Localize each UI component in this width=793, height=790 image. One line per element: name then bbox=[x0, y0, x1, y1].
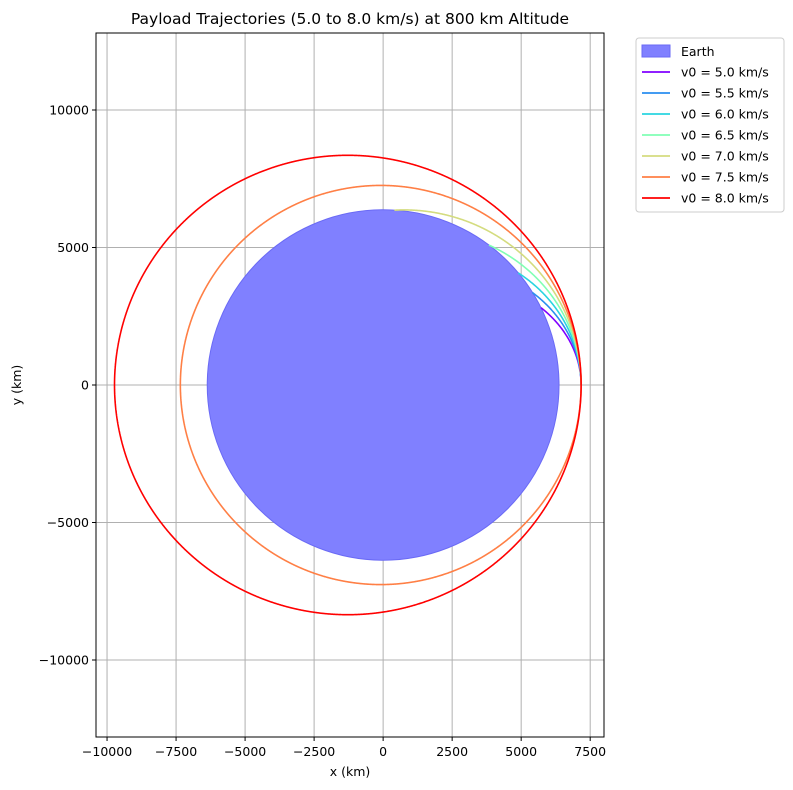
y-tick-label: 5000 bbox=[57, 240, 89, 255]
legend: Earth v0 = 5.0 km/s v0 = 5.5 km/s v0 = 6.0… bbox=[635, 37, 785, 213]
x-tick-label: 5000 bbox=[505, 744, 537, 759]
chart-title: Payload Trajectories (5.0 to 8.0 km/s) a… bbox=[131, 10, 569, 28]
legend-box bbox=[635, 37, 785, 213]
legend-earth-label: Earth bbox=[681, 44, 715, 59]
x-tick-label: −2500 bbox=[293, 744, 335, 759]
x-axis-label: x (km) bbox=[330, 764, 371, 779]
x-tick-label: −5000 bbox=[224, 744, 266, 759]
x-tick-label: 0 bbox=[379, 744, 387, 759]
legend-series-label: v0 = 7.5 km/s bbox=[681, 170, 769, 185]
y-axis-label: y (km) bbox=[9, 365, 24, 406]
y-tick-label: 0 bbox=[81, 378, 89, 393]
y-tick-label: −5000 bbox=[47, 515, 89, 530]
legend-series-label: v0 = 6.0 km/s bbox=[681, 107, 769, 122]
legend-series-label: v0 = 5.0 km/s bbox=[681, 65, 769, 80]
legend-earth-swatch bbox=[641, 44, 671, 58]
legend-series-label: v0 = 5.5 km/s bbox=[681, 86, 769, 101]
trajectory-line bbox=[179, 184, 582, 586]
earth-disk bbox=[206, 209, 560, 561]
legend-series-label: v0 = 8.0 km/s bbox=[681, 191, 769, 206]
x-tick-label: 7500 bbox=[574, 744, 606, 759]
x-tick-label: −10000 bbox=[82, 744, 132, 759]
x-tick-label: −7500 bbox=[155, 744, 197, 759]
y-tick-label: 10000 bbox=[49, 103, 89, 118]
plot-layer bbox=[113, 154, 582, 616]
legend-series-label: v0 = 6.5 km/s bbox=[681, 128, 769, 143]
trajectory-line bbox=[113, 154, 582, 616]
legend-series: v0 = 5.0 km/s v0 = 5.5 km/s v0 = 6.0 km/s v… bbox=[642, 65, 769, 206]
x-tick-label: 2500 bbox=[436, 744, 468, 759]
y-tick-label: −10000 bbox=[39, 653, 89, 668]
legend-series-label: v0 = 7.0 km/s bbox=[681, 149, 769, 164]
axis-ticks: −10000 −7500 −5000 −2500 0 2500 5000 7500 −10000… bbox=[39, 103, 606, 760]
